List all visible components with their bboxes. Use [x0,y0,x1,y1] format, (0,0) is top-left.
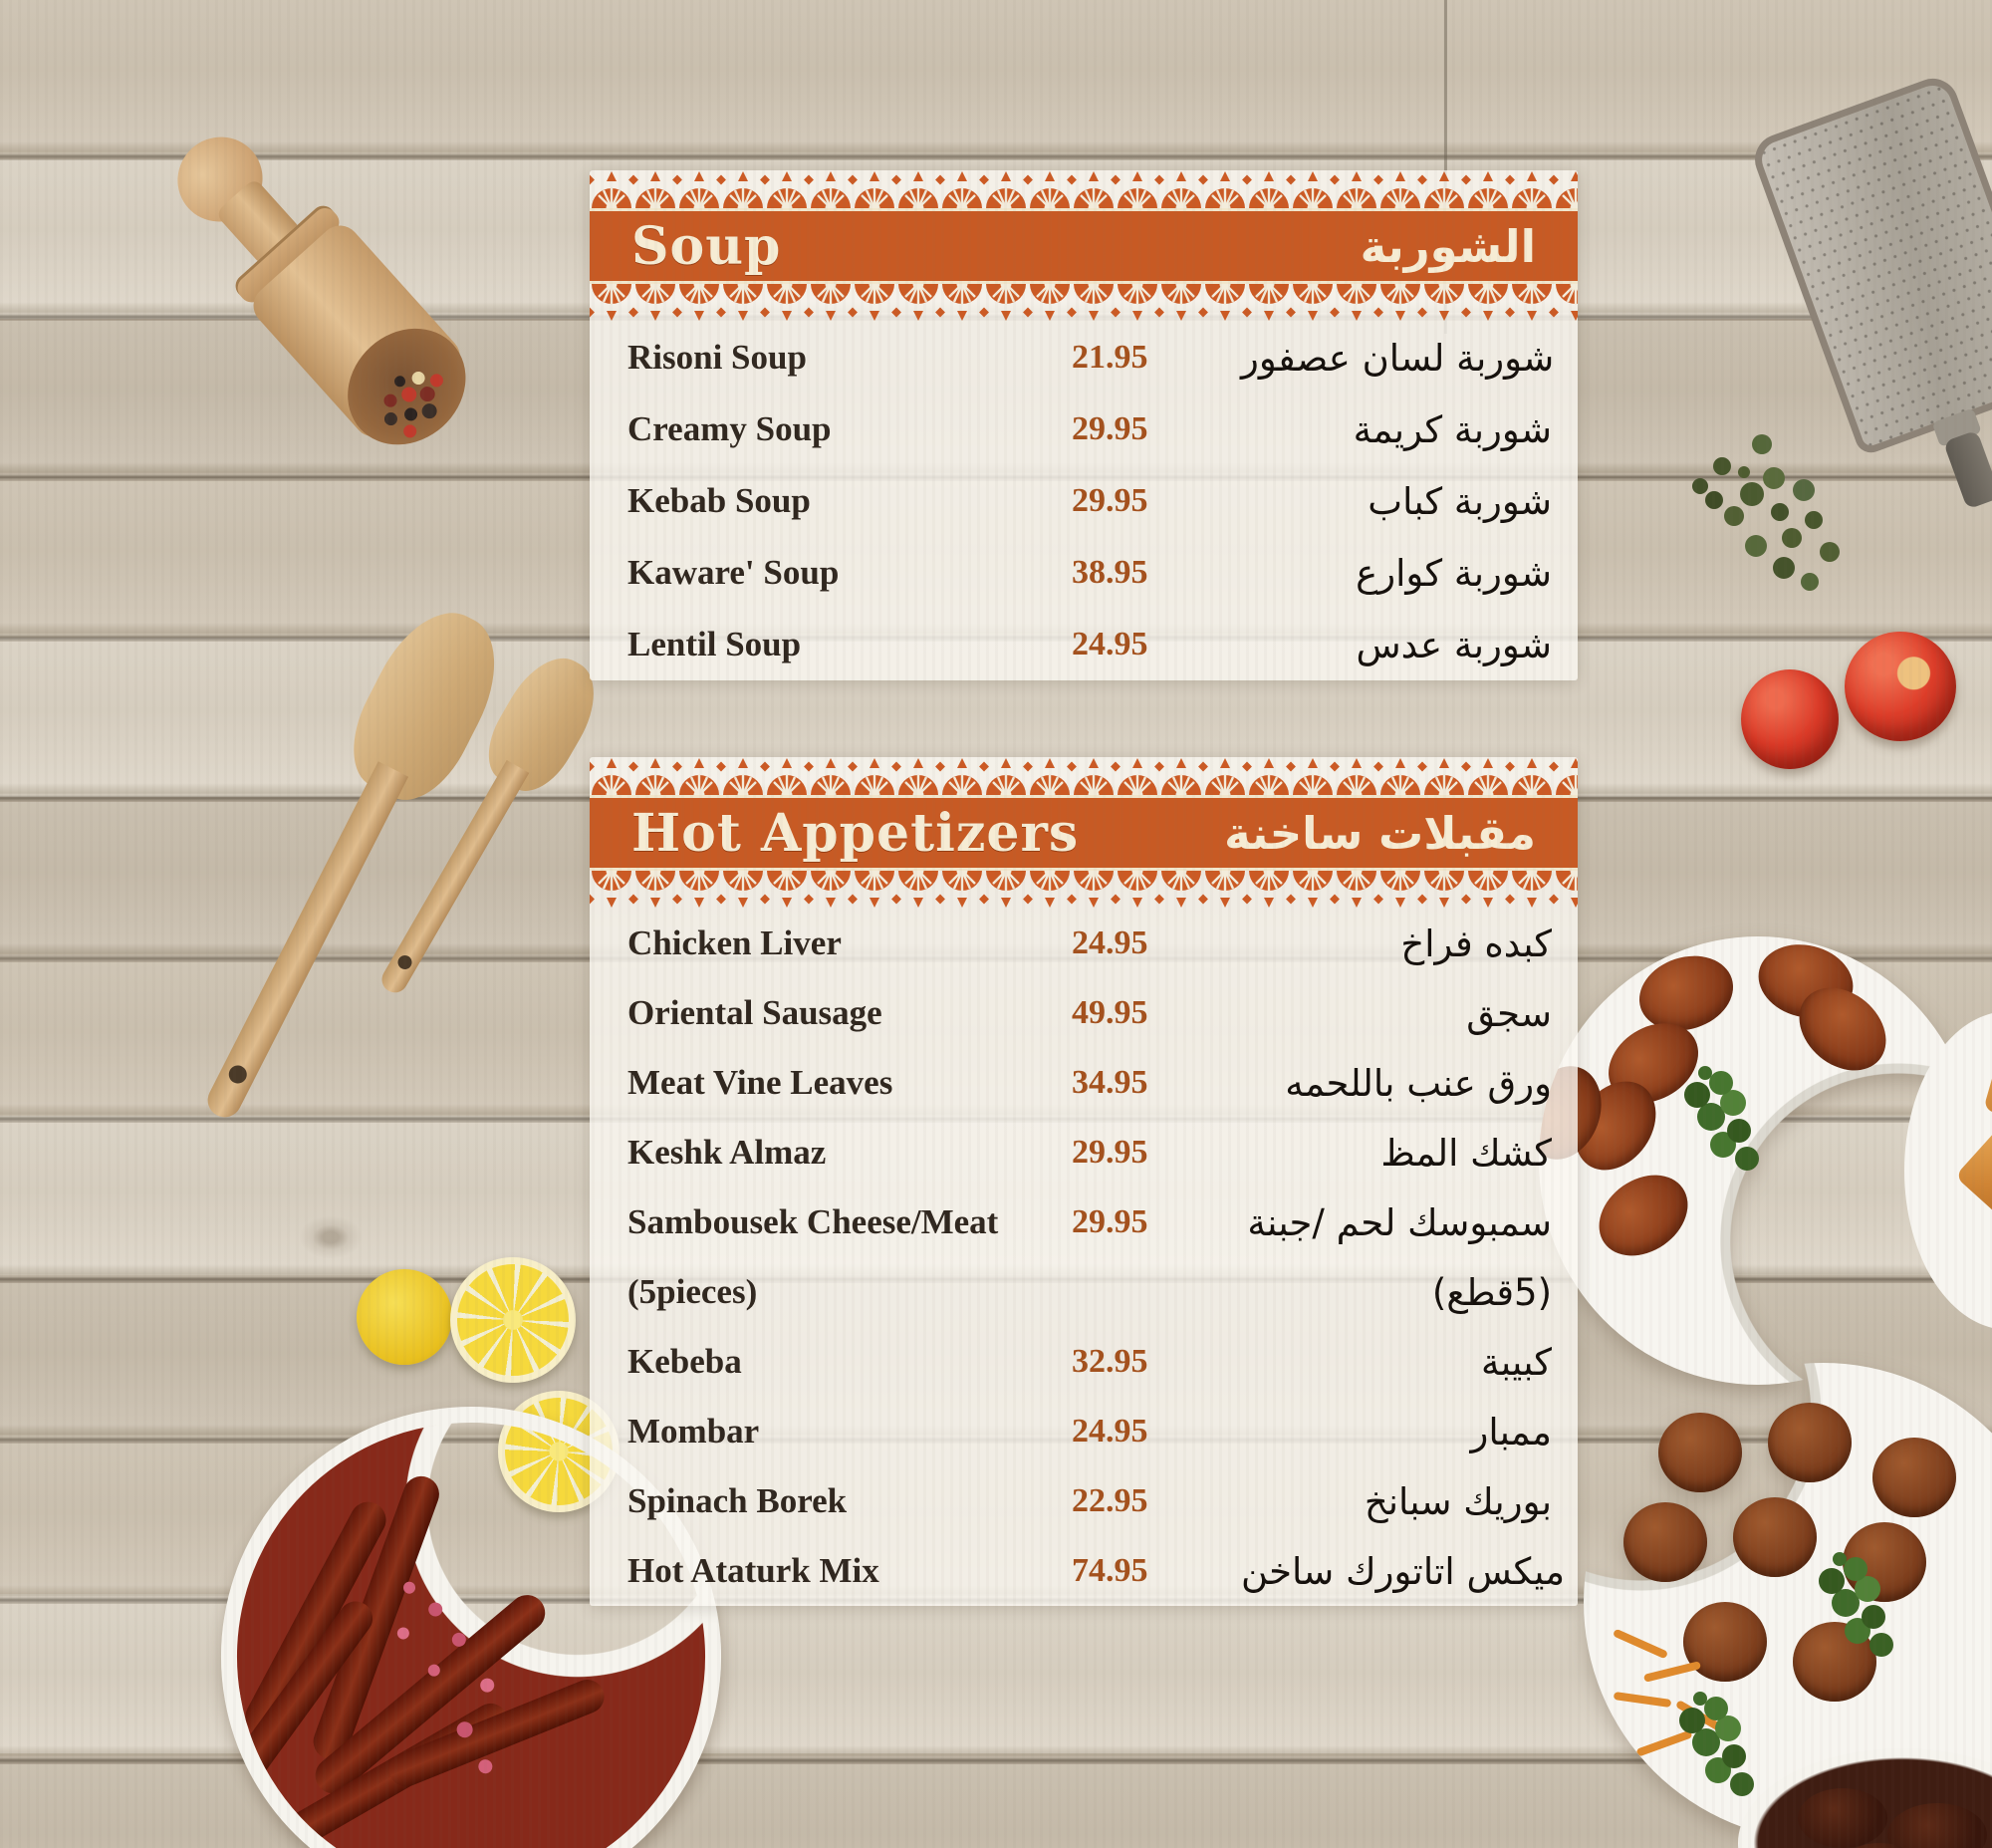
item-price: 29.95 [1072,1203,1148,1240]
item-price: 24.95 [1072,924,1148,961]
section-title-arabic: الشوربة [1360,219,1536,273]
item-name-arabic: ممبار [1470,1410,1552,1453]
item-name-english: Risoni Soup [627,338,807,377]
kibbeh-crescent-plate-photo [1539,936,1977,1385]
lace-trim-bottom [590,284,1578,322]
menu-item-row: Keshk Almaz 29.95 كشك المظ [590,1118,1578,1188]
wooden-spatula-small-photo [346,638,622,1015]
item-price: 74.95 [1072,1552,1148,1589]
menu-item-row: Kebeba 32.95 كبيبة [590,1327,1578,1397]
menu-section-soup: Soup الشوربة Risoni Soup 21.95 شوربة لسا… [590,170,1578,680]
item-name-arabic: شوربة عدس [1356,623,1552,666]
lace-trim-top [590,757,1578,795]
wood-plank-seam [1444,0,1447,334]
item-name-english: Mombar [627,1412,760,1451]
sambousek-plate-photo [1904,1011,1992,1330]
menu-item-row: Kebab Soup 29.95 شوربة كباب [590,465,1578,537]
lace-trim-top [590,170,1578,208]
section-header-soup: Soup الشوربة [590,208,1578,284]
item-name-arabic: سمبوسك لحم /جبنة [1247,1200,1552,1244]
meatball-crescent-plate-photo [1584,1363,1992,1841]
wood-knot [299,267,369,307]
item-name-arabic: كشك المظ [1380,1131,1552,1175]
item-name-arabic: سجق [1466,991,1552,1035]
menu-item-row: Meat Vine Leaves 34.95 ورق عنب باللحمه [590,1048,1578,1118]
wood-knot [299,1215,363,1259]
menu-item-row: Hot Ataturk Mix 74.95 ميكس اتاتورك ساخن [590,1536,1578,1606]
menu-item-row: Kaware' Soup 38.95 شوربة كوارع [590,537,1578,609]
item-name-arabic: ميكس اتاتورك ساخن [1241,1549,1566,1593]
pink-peppercorns [402,1580,416,1595]
item-price: 24.95 [1072,626,1148,662]
item-name-arabic: شوربة كباب [1368,479,1552,523]
section-header-hot-appetizers: Hot Appetizers مقبلات ساخنة [590,795,1578,871]
item-name-arabic: (5قطع) [1431,1270,1552,1314]
item-name-english: Chicken Liver [627,924,842,962]
parsley-garnish [1698,1066,1712,1080]
item-price: 24.95 [1072,1413,1148,1450]
menu-item-row: Lentil Soup 24.95 شوربة عدس [590,609,1578,680]
parsley-garnish [1693,1692,1707,1706]
item-name-arabic: شوربة كوارع [1356,551,1552,595]
wood-plank-seam [344,1684,347,1848]
menu-item-row: Mombar 24.95 ممبار [590,1397,1578,1466]
item-name-arabic: كبيبة [1481,1340,1552,1384]
item-name-english: Oriental Sausage [627,993,882,1032]
section-title-arabic: مقبلات ساخنة [1224,806,1536,860]
item-name-english: Kaware' Soup [627,553,840,592]
menu-section-hot-appetizers: Hot Appetizers مقبلات ساخنة Chicken Live… [590,757,1578,1606]
item-price: 21.95 [1072,339,1148,376]
item-name-english: Kebab Soup [627,481,811,520]
item-price: 49.95 [1072,994,1148,1031]
tomatoes-photo [1741,669,1839,769]
item-price: 32.95 [1072,1343,1148,1380]
peppercorns [391,374,408,390]
wooden-spatula-large-photo [159,589,528,1145]
item-name-arabic: شوربة كريمة [1353,407,1552,451]
item-name-arabic: شوربة لسان عصفور [1241,336,1555,380]
item-name-arabic: ورق عنب باللحمه [1285,1061,1552,1105]
item-price: 34.95 [1072,1064,1148,1101]
menu-item-row: Risoni Soup 21.95 شوربة لسان عصفور [590,322,1578,394]
item-price: 29.95 [1072,410,1148,447]
meat-dish-photo [1738,1748,1992,1848]
thyme-sprig-photo [1738,466,1750,478]
menu-item-row-continuation: (5pieces) (5قطع) [590,1257,1578,1327]
item-price: 38.95 [1072,554,1148,591]
menu-item-row: Sambousek Cheese/Meat 29.95 سمبوسك لحم /… [590,1188,1578,1257]
item-name-arabic: كبده فراخ [1400,922,1552,965]
sausage-crescent-plate-photo [181,1367,761,1848]
menu-item-row: Chicken Liver 24.95 كبده فراخ [590,909,1578,978]
menu-item-row: Oriental Sausage 49.95 سجق [590,978,1578,1048]
item-name-english: Keshk Almaz [627,1133,827,1172]
lemon-slices-photo [498,1391,620,1512]
item-price: 29.95 [1072,482,1148,519]
tomatoes-photo [1845,632,1956,741]
parsley-garnish [1833,1552,1847,1566]
menu-item-row: Spinach Borek 22.95 بوريك سبانخ [590,1466,1578,1536]
item-name-arabic: بوريك سبانخ [1364,1479,1552,1523]
menu-item-list: Risoni Soup 21.95 شوربة لسان عصفور Cream… [590,322,1578,680]
menu-item-list: Chicken Liver 24.95 كبده فراخ Oriental S… [590,909,1578,1606]
item-name-english: Spinach Borek [627,1481,848,1520]
section-title-english: Hot Appetizers [631,802,1080,864]
lace-trim-bottom [590,871,1578,909]
carrot-shreds [1612,1628,1669,1660]
lemon-slices-photo [450,1257,576,1383]
item-name-english: Kebeba [627,1342,742,1381]
item-price: 22.95 [1072,1482,1148,1519]
item-name-english: Sambousek Cheese/Meat [627,1202,999,1241]
menu-item-row: Creamy Soup 29.95 شوربة كريمة [590,394,1578,465]
cheese-grater-photo [1747,71,1992,547]
item-name-english: Creamy Soup [627,409,832,448]
lemon-slices-photo [357,1269,452,1365]
item-name-english: Meat Vine Leaves [627,1063,893,1102]
item-name-english: Lentil Soup [627,625,802,663]
item-price: 29.95 [1072,1134,1148,1171]
wooden-spice-scoop-photo [129,92,509,486]
item-name-english: (5pieces) [627,1272,758,1311]
section-title-english: Soup [631,215,782,277]
item-name-english: Hot Ataturk Mix [627,1551,879,1590]
